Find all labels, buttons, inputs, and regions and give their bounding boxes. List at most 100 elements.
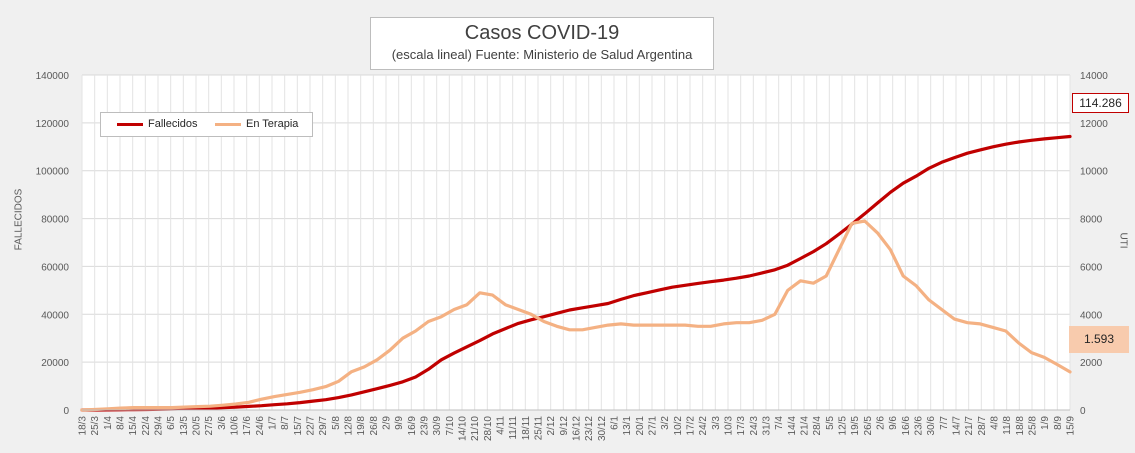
chart-subtitle: (escala lineal) Fuente: Ministerio de Sa… [391, 47, 693, 62]
x-tick-label: 26/8 [369, 416, 380, 436]
x-axis-ticks: 18/3 25/3 1/4 8/4 15/4 22/4 29/4 6/5 13/5 20/5 27/… [78, 416, 1077, 441]
x-tick-label: 17/6 [242, 416, 253, 436]
x-tick-label: 13/1 [622, 416, 633, 436]
x-tick-label: 23/9 [420, 416, 431, 436]
x-tick-label: 10/2 [673, 416, 684, 436]
legend-swatch-terapia [215, 123, 241, 126]
x-tick-label: 17/2 [686, 416, 697, 436]
x-tick-label: 10/3 [724, 416, 735, 436]
x-tick-label: 8/4 [116, 416, 127, 430]
y2-tick-label: 14000 [1080, 71, 1108, 82]
series-lines [80, 134, 1072, 412]
chart-title-box: Casos COVID-19 (escala lineal) Fuente: M… [370, 17, 714, 70]
x-tick-label: 7/7 [939, 416, 950, 430]
x-tick-label: 9/6 [888, 416, 899, 430]
x-tick-label: 29/4 [154, 416, 165, 436]
callout-terapia-last: 1.593 [1069, 326, 1129, 353]
x-tick-label: 24/6 [255, 416, 266, 436]
x-tick-label: 6/1 [610, 416, 621, 430]
x-tick-label: 12/8 [344, 416, 355, 436]
x-tick-label: 9/9 [394, 416, 405, 430]
callout-fallecidos-last: 114.286 [1072, 93, 1129, 113]
x-tick-label: 21/10 [470, 416, 481, 441]
x-tick-label: 24/3 [749, 416, 760, 436]
x-tick-label: 22/7 [306, 416, 317, 436]
x-tick-label: 11/11 [508, 416, 519, 440]
y2-tick-label: 2000 [1080, 358, 1103, 369]
x-tick-label: 27/1 [648, 416, 659, 436]
y-axis-ticks: 0 20000 40000 60000 80000 100000 120000 140000 [36, 71, 70, 417]
chart-title: Casos COVID-19 [464, 22, 620, 44]
x-tick-label: 5/8 [331, 416, 342, 430]
legend-label-terapia: En Terapia [246, 118, 299, 130]
y2-tick-label: 0 [1080, 406, 1086, 417]
x-tick-label: 11/8 [1002, 416, 1013, 435]
y-tick-label: 0 [63, 406, 69, 417]
x-tick-label: 3/3 [711, 416, 722, 430]
x-tick-label: 28/10 [483, 416, 494, 441]
x-tick-label: 5/5 [825, 416, 836, 430]
y-axis-title: FALLECIDOS [13, 188, 25, 251]
x-tick-label: 15/9 [1066, 416, 1077, 436]
x-tick-label: 7/10 [445, 416, 456, 436]
grid [81, 74, 1071, 411]
x-tick-label: 6/5 [166, 416, 177, 430]
x-tick-label: 15/7 [293, 416, 304, 436]
y2-tick-label: 8000 [1080, 215, 1103, 226]
x-tick-label: 1/7 [268, 416, 279, 430]
x-tick-label: 16/12 [572, 416, 583, 441]
x-tick-label: 23/6 [914, 416, 925, 436]
x-tick-label: 28/4 [812, 416, 823, 436]
x-tick-label: 23/12 [584, 416, 595, 441]
y2-tick-label: 10000 [1080, 167, 1108, 178]
x-tick-label: 22/4 [141, 416, 152, 436]
x-tick-label: 7/4 [774, 416, 785, 430]
x-tick-label: 24/2 [698, 416, 709, 436]
x-tick-label: 2/6 [876, 416, 887, 430]
x-tick-label: 4/8 [990, 416, 1001, 430]
y2-tick-label: 12000 [1080, 119, 1108, 130]
x-tick-label: 15/4 [128, 416, 139, 436]
x-tick-label: 29/7 [318, 416, 329, 436]
x-tick-label: 18/3 [78, 416, 89, 436]
x-tick-label: 30/6 [926, 416, 937, 436]
y2-axis-ticks: 0 2000 4000 6000 8000 10000 12000 14000 [1080, 71, 1108, 417]
x-tick-label: 21/4 [800, 416, 811, 436]
x-tick-label: 30/9 [432, 416, 443, 436]
x-tick-label: 1/9 [1040, 416, 1051, 430]
x-tick-label: 10/6 [230, 416, 241, 436]
x-tick-label: 1/4 [103, 416, 114, 430]
x-tick-label: 2/9 [382, 416, 393, 430]
y-tick-label: 120000 [36, 119, 70, 130]
x-tick-label: 21/7 [964, 416, 975, 436]
x-tick-label: 8/7 [280, 416, 291, 430]
y-tick-label: 40000 [41, 310, 69, 321]
x-tick-label: 3/2 [660, 416, 671, 430]
x-tick-label: 28/7 [977, 416, 988, 436]
y-tick-label: 140000 [36, 71, 70, 82]
x-tick-label: 14/4 [787, 416, 798, 436]
x-tick-label: 27/5 [204, 416, 215, 436]
x-tick-label: 19/8 [356, 416, 367, 436]
x-tick-label: 14/7 [952, 416, 963, 436]
y2-tick-label: 6000 [1080, 262, 1103, 273]
y2-axis-title: UTI [1117, 232, 1129, 249]
x-tick-label: 13/5 [179, 416, 190, 436]
x-tick-label: 4/11 [496, 416, 507, 435]
legend: Fallecidos En Terapia [100, 112, 313, 137]
x-tick-label: 3/6 [217, 416, 228, 430]
x-tick-label: 18/11 [521, 416, 532, 441]
x-tick-label: 19/5 [850, 416, 861, 436]
x-tick-label: 25/11 [534, 416, 545, 441]
y-tick-label: 60000 [41, 262, 69, 273]
y-tick-label: 80000 [41, 215, 69, 226]
x-tick-label: 20/1 [635, 416, 646, 436]
x-tick-label: 14/10 [458, 416, 469, 441]
x-tick-label: 8/9 [1053, 416, 1064, 430]
x-tick-label: 2/12 [546, 416, 557, 436]
x-tick-label: 20/5 [192, 416, 203, 436]
legend-label-fallecidos: Fallecidos [148, 118, 198, 130]
x-tick-label: 31/3 [762, 416, 773, 436]
x-tick-label: 16/6 [901, 416, 912, 436]
